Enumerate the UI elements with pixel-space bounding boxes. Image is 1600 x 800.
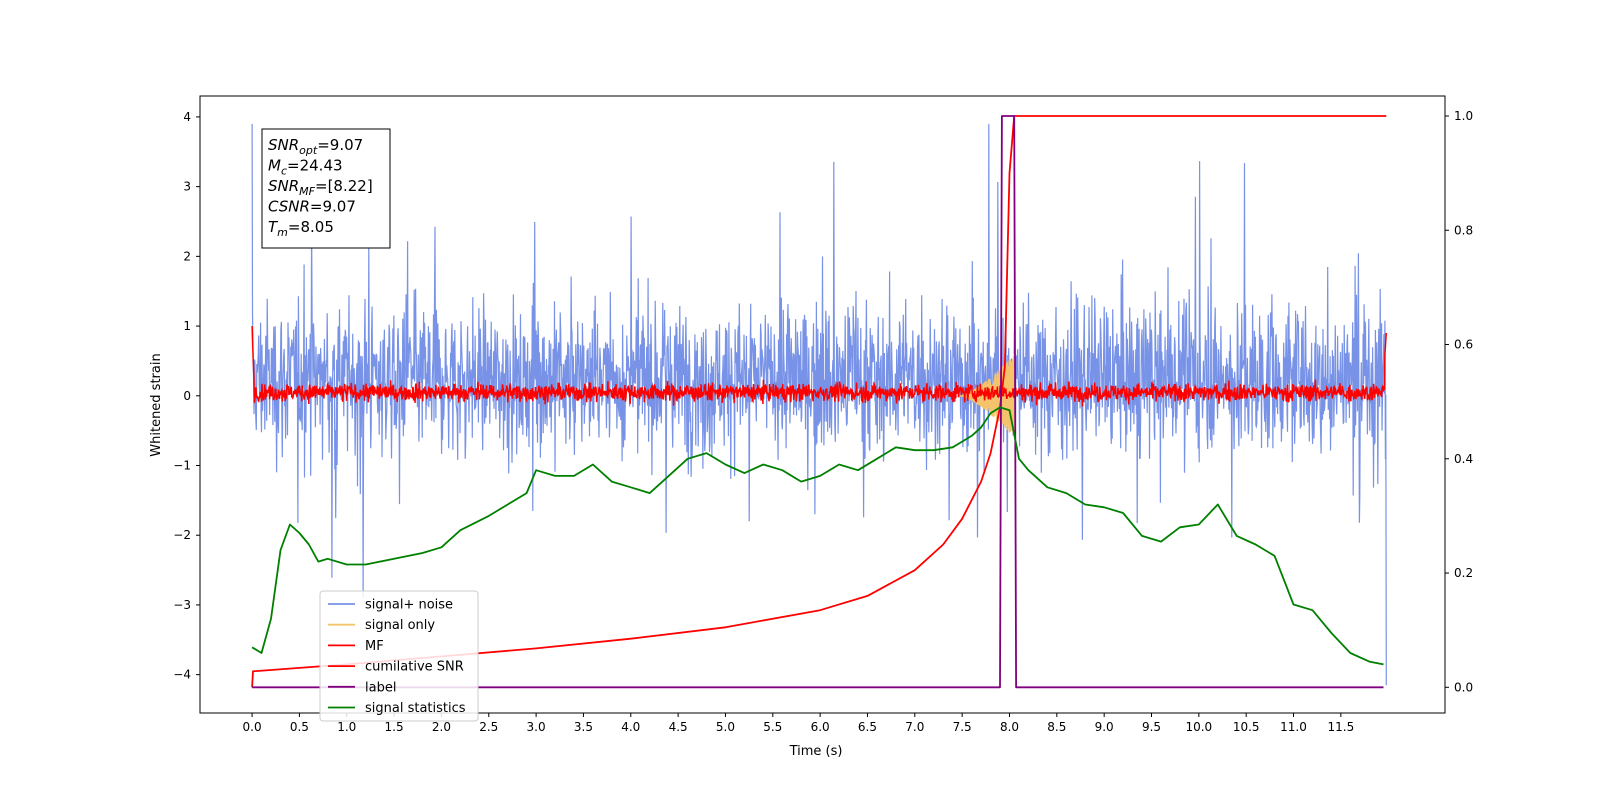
x-tick-label: 4.5 [669,720,688,734]
annotation-line: CSNR=9.07 [268,198,356,216]
x-tick-label: 1.5 [385,720,404,734]
y-tick-label: −3 [173,598,191,612]
legend-label: MF [365,639,384,654]
series-signal-statistics [251,406,1384,666]
y-axis-right: 0.0 0.2 0.4 0.6 0.8 1.0 [1445,109,1473,694]
y2-tick-label: 1.0 [1454,109,1473,123]
y-tick-label: 1 [183,319,191,333]
x-tick-label: 6.5 [858,720,877,734]
x-tick-label: 4.0 [621,720,640,734]
x-tick-label: 7.5 [953,720,972,734]
y-tick-label: 2 [183,249,191,263]
x-tick-label: 11.5 [1327,720,1354,734]
legend-frame [319,590,479,722]
legend-label: cumilative SNR [365,660,464,675]
x-tick-label: 10.0 [1185,720,1212,734]
x-axis: 0.0 0.5 1.0 1.5 2.0 2.5 3.0 3.5 4.0 4.5 5.0 5.5 6.0 6… [243,713,1354,734]
series-signal-noise [251,123,1387,686]
legend: signal+ noise signal only MF cumilative SNR… [319,590,479,722]
y2-tick-label: 0.6 [1454,338,1473,352]
legend-label: signal+ noise [365,598,453,613]
x-tick-label: 9.0 [1095,720,1114,734]
annotation-line: SNRopt=9.07 [268,136,363,157]
x-tick-label: 9.5 [1142,720,1161,734]
legend-label: signal only [365,618,435,633]
x-tick-label: 6.0 [811,720,830,734]
axes-frame [199,95,1446,714]
x-tick-label: 3.0 [527,720,546,734]
y2-tick-label: 0.8 [1454,223,1473,237]
annotation-line: Mc=24.43 [268,157,343,178]
y-tick-label: −2 [173,528,191,542]
x-tick-label: 0.0 [243,720,262,734]
x-axis-label: Time (s) [789,744,843,759]
y2-tick-label: 0.4 [1454,452,1473,466]
x-tick-label: 5.5 [763,720,782,734]
x-tick-label: 10.5 [1233,720,1260,734]
x-tick-label: 8.5 [1047,720,1066,734]
legend-label: signal statistics [365,701,466,716]
y-tick-label: −4 [173,668,191,682]
x-tick-label: 2.5 [479,720,498,734]
y-tick-label: 4 [183,110,191,124]
y-tick-label: 3 [183,180,191,194]
x-tick-label: 0.5 [290,720,309,734]
y-axis-label: Whitened strain [149,353,164,456]
x-tick-label: 1.0 [337,720,356,734]
y-tick-label: −1 [173,459,191,473]
annotation-line: Tm=8.05 [268,218,334,239]
x-tick-label: 5.0 [716,720,735,734]
y-tick-label: 0 [183,389,191,403]
x-tick-label: 2.0 [432,720,451,734]
series-label [252,115,1384,689]
y-axis-left: −4 −3 −2 −1 0 1 2 3 4 [173,110,200,682]
x-tick-label: 7.0 [905,720,924,734]
legend-label: label [365,680,396,695]
y2-tick-label: 0.0 [1454,680,1473,694]
annotation-frame [261,128,391,249]
x-tick-label: 3.5 [574,720,593,734]
y2-tick-label: 0.2 [1454,566,1473,580]
annotation-box: SNRopt=9.07Mc=24.43SNRMF=[8.22]CSNR=9.07… [261,128,391,249]
x-tick-label: 11.0 [1280,720,1307,734]
series-mf [251,326,1388,407]
annotation-line: SNRMF=[8.22] [268,177,373,198]
x-tick-label: 8.0 [1000,720,1019,734]
